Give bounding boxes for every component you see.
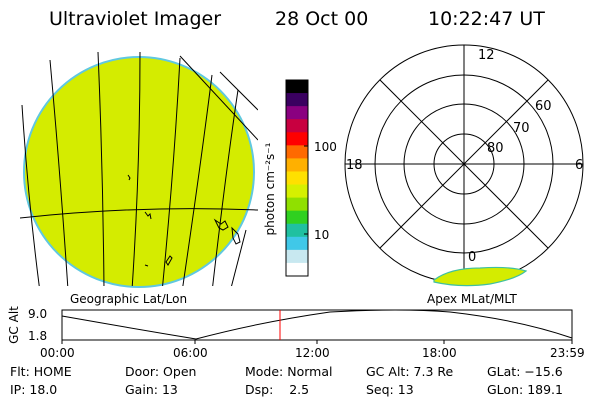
mode-status: Mode: Normal [245, 364, 333, 379]
orbit-altitude-plot: 9.0 1.8 GC Alt 00:00 06:00 12:00 18:00 2… [7, 306, 585, 360]
x-tick-2359: 23:59 [550, 346, 585, 360]
ip-status: IP: 18.0 [10, 382, 58, 397]
mlt-18-label: 18 [346, 158, 363, 173]
earth-disk [23, 56, 255, 288]
gc-altitude-status: GC Alt: 7.3 Re [366, 364, 454, 379]
mlt-6-label: 6 [575, 158, 583, 173]
colorbar-tick-10: 10 [314, 228, 330, 242]
mlat-60-label: 60 [535, 99, 552, 114]
apex-panel-label: Apex MLat/MLT [427, 292, 517, 306]
colorbar-band [286, 106, 308, 120]
instrument-title: Ultraviolet Imager [49, 8, 222, 30]
colorbar-band [286, 236, 308, 251]
x-tick-0600: 06:00 [173, 346, 208, 360]
colorbar-band [286, 80, 308, 94]
x-tick-1800: 18:00 [422, 346, 457, 360]
sequence-status: Seq: 13 [366, 382, 414, 397]
altitude-axis-title: GC Alt [7, 306, 21, 344]
dsp-status: Dsp: 2.5 [245, 382, 310, 397]
polar-mlat-mlt-plot: 12 18 6 0 60 70 80 [344, 44, 584, 287]
mlt-0-label: 0 [468, 250, 476, 265]
colorbar-band [286, 171, 308, 186]
observation-time: 10:22:47 UT [428, 8, 545, 30]
geographic-panel-label: Geographic Lat/Lon [70, 292, 188, 306]
x-tick-0000: 00:00 [40, 346, 75, 360]
altitude-y-high: 9.0 [28, 307, 47, 321]
intensity-colorbar [285, 79, 309, 277]
glat-status: GLat: −15.6 [487, 364, 563, 379]
x-tick-1200: 12:00 [295, 346, 330, 360]
door-status: Door: Open [125, 364, 197, 379]
colorbar-band [286, 145, 308, 159]
glon-status: GLon: 189.1 [487, 382, 563, 397]
colorbar-band [286, 249, 308, 264]
altitude-curve [61, 309, 573, 340]
colorbar-band [286, 197, 308, 212]
colorbar-band [286, 119, 308, 133]
auroral-oval [433, 266, 528, 287]
gain-status: Gain: 13 [125, 382, 178, 397]
altitude-y-low: 1.8 [28, 329, 47, 343]
observation-date: 28 Oct 00 [275, 8, 369, 30]
mlat-80-label: 80 [487, 141, 504, 156]
colorbar-unit-label: photon cm⁻²s⁻¹ [263, 142, 277, 236]
mlt-12-label: 12 [478, 48, 495, 63]
lat-lon-grid [20, 51, 258, 286]
mlat-70-label: 70 [513, 121, 530, 136]
colorbar-tick-100: 100 [314, 140, 337, 154]
filter-status: Flt: HOME [10, 364, 72, 379]
colorbar-band [286, 210, 308, 225]
colorbar-band [286, 184, 308, 199]
colorbar-band [286, 93, 308, 107]
colorbar-band [286, 158, 308, 172]
colorbar-band [286, 132, 308, 146]
coastlines [127, 174, 241, 267]
colorbar-band [286, 262, 308, 277]
colorbar-band [286, 223, 308, 238]
